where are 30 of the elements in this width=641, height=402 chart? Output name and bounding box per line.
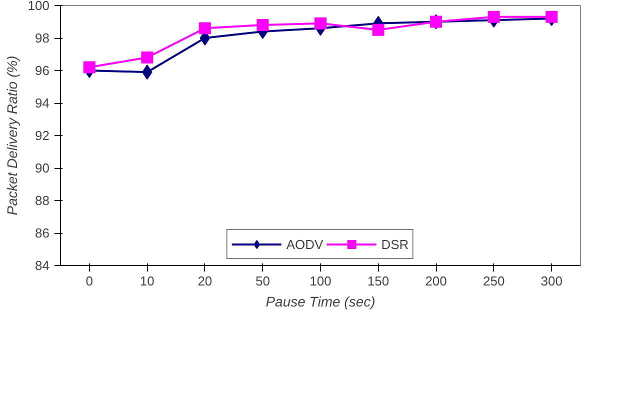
legend-label: DSR	[381, 236, 409, 252]
x-tick-label: 50	[255, 274, 270, 288]
y-tick-label: 98	[35, 30, 50, 46]
point	[256, 19, 269, 31]
y-tick-label: 94	[35, 96, 50, 110]
y-tick-label: 88	[35, 193, 50, 208]
y-tick-label: 96	[35, 63, 50, 78]
y-tick-label: 84	[35, 258, 50, 273]
x-tick-label: 250	[482, 274, 505, 288]
point	[314, 17, 326, 30]
y-tick-label: 90	[35, 160, 50, 176]
point	[488, 10, 500, 23]
legend-label: AODV	[286, 236, 324, 252]
x-axis-title: Pause Time (sec)	[266, 294, 376, 310]
point	[141, 52, 154, 64]
x-tick-label: 20	[198, 274, 212, 288]
x-tick-label: 10	[140, 274, 154, 288]
y-tick-label: 86	[35, 226, 50, 240]
x-tick-label: 100	[310, 274, 332, 288]
y-axis-title: Packet Delivery Ratio (%)	[4, 56, 20, 216]
y-tick-label: 92	[35, 128, 50, 143]
y-tick-label: 100	[28, 0, 50, 13]
point	[372, 24, 384, 36]
point	[546, 10, 558, 23]
x-tick-label: 200	[425, 274, 447, 288]
point	[83, 61, 96, 74]
x-tick-label: 0	[86, 274, 94, 288]
x-tick-label: 150	[367, 274, 390, 288]
point	[198, 22, 211, 34]
x-tick-label: 300	[540, 274, 562, 288]
